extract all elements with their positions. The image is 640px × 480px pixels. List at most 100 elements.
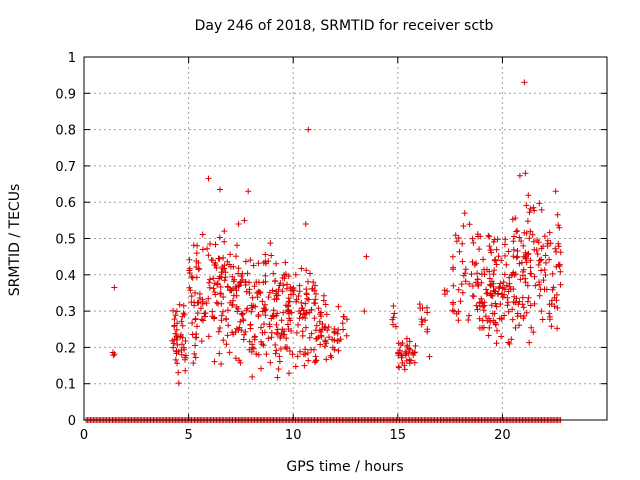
y-tick-label: 0 xyxy=(68,414,76,429)
data-point xyxy=(536,200,543,207)
data-point xyxy=(262,312,269,319)
data-point xyxy=(301,362,308,369)
data-point xyxy=(285,295,292,302)
data-point xyxy=(312,282,319,289)
data-point xyxy=(526,339,533,346)
data-point xyxy=(194,242,201,249)
data-point xyxy=(270,307,277,314)
data-point xyxy=(276,358,283,365)
data-point xyxy=(288,309,295,316)
data-point xyxy=(250,262,257,269)
data-point xyxy=(255,260,262,267)
data-point xyxy=(248,308,255,315)
data-point xyxy=(458,281,465,288)
data-point xyxy=(551,303,558,310)
data-point xyxy=(536,292,543,299)
data-point xyxy=(319,326,325,333)
data-point xyxy=(513,254,520,261)
data-point xyxy=(514,248,521,254)
data-point xyxy=(220,294,227,300)
y-tick-label: 0.1 xyxy=(55,378,76,393)
data-point xyxy=(555,240,562,247)
data-point xyxy=(401,362,408,369)
data-point xyxy=(505,248,512,255)
data-point xyxy=(479,325,486,331)
data-point xyxy=(503,261,510,268)
data-point xyxy=(187,287,194,294)
y-tick-label: 0.4 xyxy=(55,269,76,284)
data-point xyxy=(221,238,228,245)
y-tick-label: 1 xyxy=(68,51,76,66)
data-point xyxy=(488,302,495,309)
data-point xyxy=(516,298,523,305)
data-point xyxy=(286,348,293,354)
data-point xyxy=(178,351,185,358)
data-point xyxy=(459,289,466,296)
data-point xyxy=(320,292,327,299)
data-point xyxy=(312,353,319,360)
data-point xyxy=(519,272,526,279)
data-point xyxy=(251,283,258,290)
data-point xyxy=(519,294,526,301)
data-point xyxy=(225,322,232,329)
data-point xyxy=(546,313,553,320)
data-point xyxy=(232,355,239,362)
data-point xyxy=(509,316,516,323)
data-point xyxy=(288,328,295,334)
data-point xyxy=(300,351,307,358)
data-point xyxy=(476,315,483,322)
data-point xyxy=(302,324,309,331)
data-point xyxy=(192,342,199,349)
data-point xyxy=(487,281,493,288)
data-point xyxy=(193,258,200,264)
data-point xyxy=(282,271,289,278)
data-point xyxy=(172,312,179,319)
data-point xyxy=(283,335,290,342)
data-point xyxy=(528,270,535,277)
data-point xyxy=(302,221,309,227)
data-point xyxy=(210,275,217,282)
data-point xyxy=(238,327,245,334)
data-point xyxy=(220,254,227,261)
data-point xyxy=(322,343,328,350)
data-point xyxy=(194,310,201,317)
data-point xyxy=(556,261,563,268)
data-point xyxy=(253,351,260,357)
data-point xyxy=(391,310,398,317)
axis-ticks: 00.10.20.30.40.50.60.70.80.910 5 10 15 20 xyxy=(55,51,607,443)
data-point xyxy=(497,301,504,308)
data-point xyxy=(455,286,462,293)
data-point xyxy=(255,351,262,358)
data-point xyxy=(316,318,323,325)
data-point xyxy=(200,317,206,324)
data-point xyxy=(424,328,431,335)
data-point xyxy=(273,260,280,267)
data-point xyxy=(281,328,288,335)
data-point xyxy=(284,281,290,288)
data-point xyxy=(536,281,543,288)
data-point xyxy=(510,286,517,293)
data-point xyxy=(218,361,225,367)
data-point xyxy=(329,344,336,351)
data-point xyxy=(498,333,505,340)
data-point xyxy=(292,271,299,278)
data-point xyxy=(525,192,532,199)
data-point xyxy=(207,276,213,283)
data-point xyxy=(216,350,223,357)
data-point xyxy=(263,351,270,358)
data-point xyxy=(174,320,181,327)
data-point xyxy=(322,301,329,308)
data-point xyxy=(497,280,504,287)
data-point xyxy=(256,289,263,295)
data-point xyxy=(526,209,533,216)
data-point xyxy=(235,221,242,227)
data-point xyxy=(269,313,276,319)
data-point xyxy=(296,282,303,289)
data-point xyxy=(235,265,242,272)
data-point xyxy=(403,335,410,342)
data-point xyxy=(531,300,538,307)
data-point xyxy=(226,349,233,356)
x-tick-label: 15 xyxy=(390,428,407,443)
data-point xyxy=(211,280,218,287)
data-point xyxy=(527,205,534,212)
